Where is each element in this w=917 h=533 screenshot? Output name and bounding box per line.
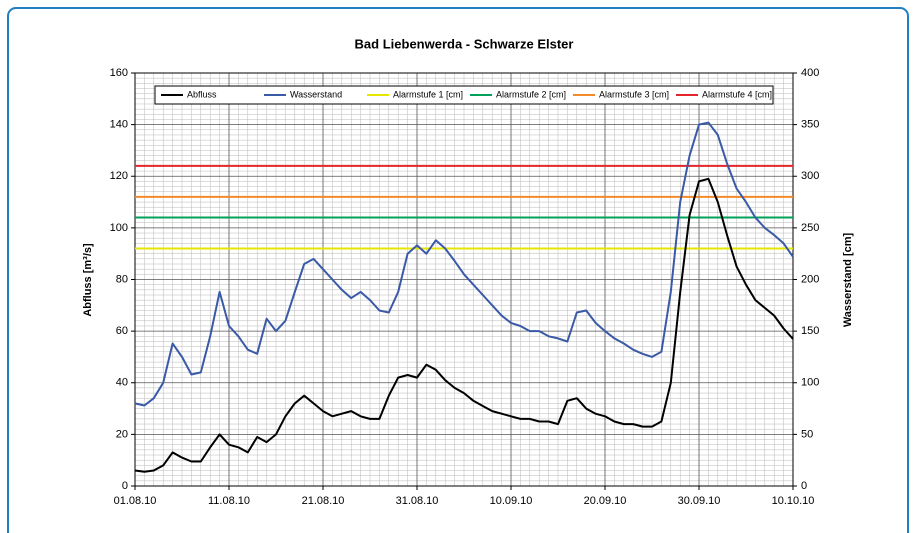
y2-tick-label: 100 (801, 377, 819, 389)
x-tick-label: 10.10.10 (772, 495, 815, 507)
x-tick-label: 11.08.10 (208, 495, 250, 507)
y2-axis-label: Wasserstand [cm] (842, 232, 854, 327)
y2-tick-label: 250 (801, 222, 819, 234)
y2-tick-label: 200 (801, 273, 819, 285)
y-tick-label: 40 (116, 377, 128, 389)
y-tick-label: 0 (122, 480, 128, 492)
chart-title: Bad Liebenwerda - Schwarze Elster (355, 36, 574, 51)
legend-label: Alarmstufe 1 [cm] (393, 89, 463, 99)
data-line (134, 121, 794, 407)
x-tick-label: 31.08.10 (396, 495, 439, 507)
x-tick-label: 01.08.10 (114, 495, 157, 507)
legend-label: Alarmstufe 3 [cm] (599, 89, 669, 99)
x-tick-label: 10.09.10 (490, 495, 533, 507)
data-line (134, 177, 794, 473)
x-tick-label: 21.08.10 (302, 495, 345, 507)
y-tick-label: 80 (116, 273, 128, 285)
y2-tick-label: 400 (801, 67, 819, 79)
y2-tick-label: 300 (801, 170, 819, 182)
legend-label: Alarmstufe 2 [cm] (496, 89, 566, 99)
legend-label: Alarmstufe 4 [cm] (702, 89, 772, 99)
legend-label: Wasserstand (290, 89, 342, 99)
y-tick-label: 100 (110, 222, 128, 234)
y-tick-label: 20 (116, 428, 128, 440)
y-tick-label: 120 (110, 170, 128, 182)
y-tick-label: 160 (110, 67, 128, 79)
y-tick-label: 140 (110, 119, 128, 131)
plot-border (134, 72, 794, 487)
y2-tick-label: 350 (801, 119, 819, 131)
y2-tick-label: 150 (801, 325, 819, 337)
y2-tick-label: 0 (801, 480, 807, 492)
y2-tick-label: 50 (801, 428, 813, 440)
y-tick-label: 60 (116, 325, 128, 337)
x-tick-label: 20.09.10 (584, 495, 627, 507)
legend-label: Abfluss (187, 89, 217, 99)
y-axis-label: Abfluss [m³/s] (82, 243, 94, 317)
legend (154, 85, 774, 105)
x-tick-label: 30.09.10 (678, 495, 721, 507)
